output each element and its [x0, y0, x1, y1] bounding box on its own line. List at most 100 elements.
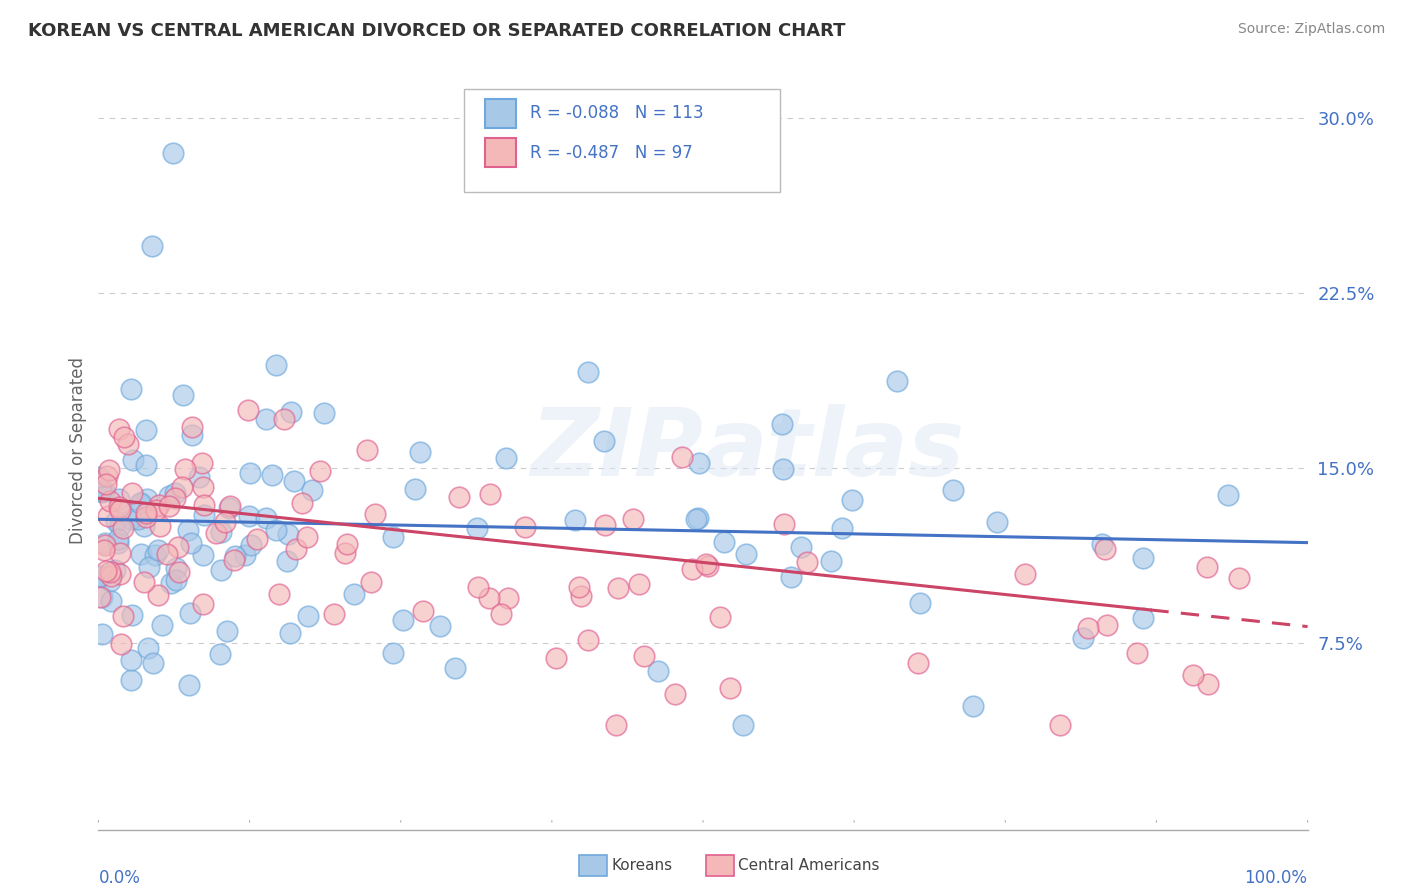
Point [177, 524, 200, 538]
Point [688, 511, 710, 525]
Point [159, 489, 181, 503]
Point [962, 698, 984, 713]
Point [167, 540, 190, 554]
Point [191, 456, 214, 470]
Point [170, 480, 193, 494]
Point [254, 411, 277, 425]
Point [138, 559, 160, 574]
Text: R = -0.088   N = 113: R = -0.088 N = 113 [530, 104, 703, 122]
Point [544, 651, 567, 665]
Point [564, 513, 586, 527]
Point [568, 581, 591, 595]
Point [94, 476, 117, 491]
Point [129, 496, 152, 510]
Text: Source: ZipAtlas.com: Source: ZipAtlas.com [1237, 22, 1385, 37]
Point [179, 607, 201, 621]
Point [111, 609, 134, 624]
Point [576, 365, 599, 379]
Point [593, 517, 616, 532]
Point [605, 717, 627, 731]
Point [1097, 618, 1119, 632]
Point [132, 574, 155, 589]
Point [156, 547, 179, 561]
Point [98, 565, 121, 579]
Point [96, 469, 118, 483]
Point [477, 591, 499, 606]
Point [277, 526, 299, 541]
Point [285, 541, 308, 556]
Point [224, 553, 246, 567]
Point [98, 493, 121, 508]
Point [256, 511, 278, 525]
Point [165, 561, 187, 575]
Y-axis label: Divorced or Separated: Divorced or Separated [69, 357, 87, 544]
Point [1071, 631, 1094, 645]
Point [215, 624, 238, 638]
Point [117, 437, 139, 451]
Point [132, 518, 155, 533]
Point [89, 568, 111, 582]
Point [733, 717, 755, 731]
Point [160, 575, 183, 590]
Point [120, 511, 142, 525]
Point [382, 646, 405, 660]
Point [267, 587, 290, 601]
Point [108, 422, 131, 436]
Point [278, 625, 301, 640]
Point [942, 483, 965, 498]
Point [174, 462, 197, 476]
Point [91, 590, 114, 604]
Point [276, 554, 298, 568]
Point [409, 444, 432, 458]
Point [135, 423, 157, 437]
Point [145, 503, 167, 517]
Point [111, 521, 134, 535]
Point [681, 562, 703, 576]
Point [91, 627, 114, 641]
Point [209, 563, 232, 577]
Point [260, 467, 283, 482]
Point [98, 574, 121, 588]
Point [1182, 668, 1205, 682]
Point [831, 521, 853, 535]
Point [790, 541, 813, 555]
Point [191, 480, 214, 494]
Point [360, 574, 382, 589]
Point [218, 500, 240, 515]
Text: 0.0%: 0.0% [98, 869, 141, 888]
Point [100, 569, 122, 583]
Point [841, 492, 863, 507]
Point [108, 500, 131, 514]
Point [1197, 676, 1219, 690]
Point [136, 640, 159, 655]
Point [94, 538, 117, 552]
Point [209, 524, 232, 539]
Point [181, 420, 204, 434]
Point [495, 450, 517, 465]
Point [214, 515, 236, 529]
Point [695, 558, 717, 572]
Point [709, 609, 731, 624]
Point [141, 239, 163, 253]
Point [165, 573, 187, 587]
Point [163, 491, 186, 506]
Point [120, 382, 142, 396]
Text: atlas: atlas [703, 404, 965, 497]
Point [104, 564, 127, 578]
Point [273, 412, 295, 426]
Point [93, 543, 115, 558]
Point [180, 536, 202, 550]
Point [157, 500, 180, 514]
Point [467, 580, 489, 594]
Point [181, 428, 204, 442]
Point [1049, 717, 1071, 731]
Point [301, 483, 323, 497]
Point [143, 549, 166, 563]
Point [89, 590, 111, 604]
Point [429, 618, 451, 632]
Point [633, 648, 655, 663]
Point [467, 521, 489, 535]
Text: 100.0%: 100.0% [1244, 869, 1308, 888]
Point [772, 462, 794, 476]
Point [412, 603, 434, 617]
